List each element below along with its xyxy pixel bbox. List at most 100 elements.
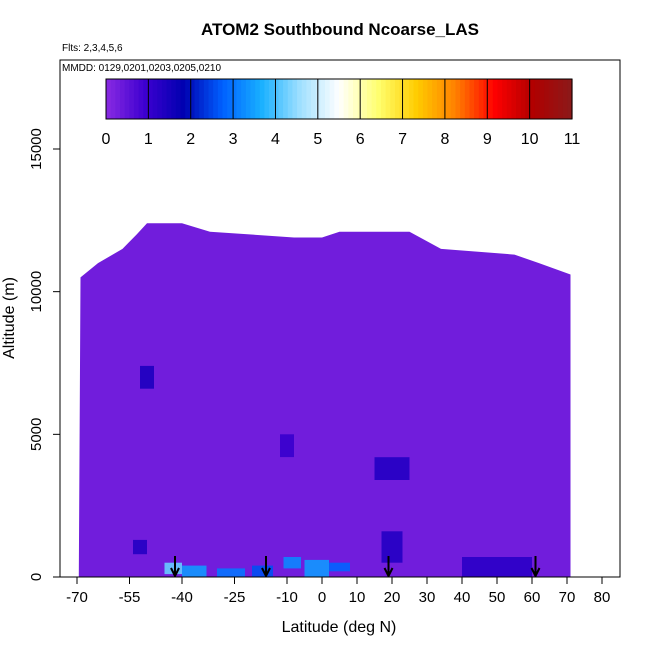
x-tick-label-13: 80 (594, 589, 611, 606)
colorbar-seg-91 (530, 79, 536, 119)
colorbar-tick-label-0: 0 (102, 131, 111, 148)
colorbar-seg-24 (217, 79, 224, 119)
colorbar-seg-29 (241, 79, 247, 119)
colorbar-seg-28 (236, 79, 242, 119)
x-tick-label-2: -40 (171, 589, 193, 606)
heat-cell-3 (217, 568, 245, 577)
colorbar-seg-80 (478, 79, 485, 119)
colorbar-seg-77 (464, 79, 471, 119)
colorbar-seg-76 (460, 79, 466, 119)
colorbar-seg-88 (516, 79, 522, 119)
colorbar-seg-17 (185, 79, 191, 119)
colorbar-seg-69 (427, 79, 433, 119)
colorbar-seg-46 (320, 79, 326, 119)
heat-cell-1 (164, 562, 182, 575)
colorbar-seg-51 (343, 79, 349, 119)
colorbar-seg-89 (520, 79, 526, 119)
colorbar-seg-56 (366, 79, 373, 119)
colorbar-tick-label-5: 5 (313, 131, 322, 148)
colorbar-seg-11 (157, 79, 163, 119)
x-axis-label: Latitude (deg N) (282, 619, 397, 636)
colorbar-seg-18 (189, 79, 196, 119)
colorbar-seg-90 (525, 79, 531, 119)
x-tick-label-8: 30 (419, 589, 436, 606)
colorbar-seg-66 (413, 79, 419, 119)
x-tick-label-10: 50 (489, 589, 506, 606)
dates-subtitle: MMDD: 0129,0201,0203,0205,0210 (62, 63, 221, 74)
colorbar-seg-95 (548, 79, 554, 119)
colorbar-seg-37 (278, 79, 284, 119)
colorbar-seg-5 (129, 79, 135, 119)
colorbar-seg-19 (194, 79, 200, 119)
heat-cell-7 (329, 562, 350, 572)
colorbar-seg-64 (404, 79, 410, 119)
y-tick-label-2: 10000 (28, 271, 45, 313)
colorbar-seg-47 (325, 79, 331, 119)
colorbar-seg-75 (455, 79, 461, 119)
colorbar-seg-59 (380, 79, 387, 119)
colorbar-seg-43 (306, 79, 312, 119)
colorbar-seg-45 (315, 79, 321, 119)
colorbar-seg-40 (292, 79, 298, 119)
flight-arrow-3 (530, 556, 541, 577)
flight-arrow-1 (261, 556, 271, 577)
heat-cell-2 (182, 565, 207, 577)
colorbar-seg-4 (124, 79, 130, 119)
colorbar-seg-3 (119, 79, 126, 119)
colorbar-tick-label-7: 7 (398, 131, 407, 148)
colorbar-seg-48 (329, 79, 335, 119)
x-tick-label-3: -25 (224, 589, 246, 606)
flight-arrow-2 (383, 556, 394, 577)
flight-arrow-0 (170, 556, 180, 577)
heat-cell-9 (381, 531, 403, 563)
colorbar-seg-12 (161, 79, 168, 119)
y-axis: 0 5000 10000 15000 (28, 128, 61, 581)
colorbar-seg-9 (147, 79, 154, 119)
colorbar-seg-94 (544, 79, 550, 119)
colorbar-seg-58 (376, 79, 382, 119)
colorbar-seg-13 (166, 79, 172, 119)
colorbar-seg-78 (469, 79, 475, 119)
x-tick-label-0: -70 (66, 589, 88, 606)
colorbar-seg-44 (311, 79, 317, 119)
heat-cell-12 (462, 557, 532, 577)
colorbar-seg-6 (133, 79, 140, 119)
colorbar-seg-33 (259, 79, 266, 119)
heat-cell-6 (304, 559, 329, 577)
heat-cell-10 (140, 365, 154, 389)
colorbar-seg-92 (534, 79, 540, 119)
heat-cell-0 (133, 539, 147, 555)
colorbar-seg-65 (408, 79, 415, 119)
x-axis: -70 -55 -40 -25 -10 0 10 20 30 40 50 60 70 80 (66, 576, 611, 606)
colorbar-seg-86 (506, 79, 513, 119)
colorbar-seg-83 (492, 79, 499, 119)
colorbar-seg-26 (227, 79, 233, 119)
colorbar-seg-81 (483, 79, 489, 119)
colorbar-seg-14 (171, 79, 177, 119)
colorbar-seg-41 (297, 79, 303, 119)
colorbar-tick-label-9: 9 (483, 131, 492, 148)
y-tick-label-0: 0 (28, 573, 45, 581)
x-tick-label-5: 0 (318, 589, 326, 606)
colorbar-seg-85 (502, 79, 508, 119)
colorbar-seg-42 (301, 79, 307, 119)
colorbar-seg-62 (394, 79, 401, 119)
colorbar-seg-67 (418, 79, 424, 119)
colorbar-seg-71 (436, 79, 443, 119)
colorbar-seg-1 (110, 79, 116, 119)
heat-cell-4 (252, 565, 273, 577)
colorbar-seg-60 (385, 79, 391, 119)
x-tick-label-6: 10 (349, 589, 366, 606)
plot-area (78, 223, 571, 577)
colorbar-seg-36 (273, 79, 280, 119)
colorbar-tick-label-4: 4 (271, 131, 280, 148)
heat-cell-8 (374, 457, 410, 480)
heat-cell-11 (280, 434, 294, 458)
flights-subtitle: Flts: 2,3,4,5,6 (62, 43, 123, 54)
colorbar-seg-20 (199, 79, 205, 119)
colorbar-seg-50 (339, 79, 345, 119)
colorbar-tick-label-1: 1 (144, 131, 153, 148)
colorbar-seg-35 (269, 79, 275, 119)
colorbar-seg-70 (432, 79, 438, 119)
colorbar-seg-8 (143, 79, 149, 119)
